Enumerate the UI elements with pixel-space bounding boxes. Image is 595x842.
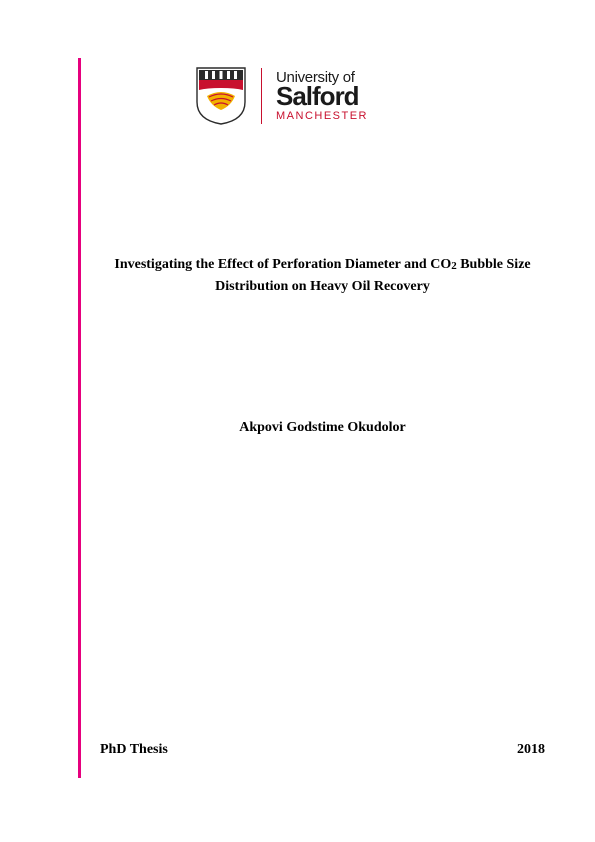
university-logo: University of Salford MANCHESTER <box>195 66 368 126</box>
title-line2: Distribution on Heavy Oil Recovery <box>100 276 545 298</box>
author-name: Akpovi Godstime Okudolor <box>239 420 405 435</box>
shield-icon <box>195 66 247 126</box>
footer: PhD Thesis 2018 <box>100 742 545 758</box>
logo-line3: MANCHESTER <box>276 111 368 122</box>
title-line1: Investigating the Effect of Perforation … <box>100 254 545 276</box>
thesis-type-label: PhD Thesis <box>100 742 168 758</box>
title-line1-post: Bubble Size <box>457 257 531 272</box>
thesis-title: Investigating the Effect of Perforation … <box>100 254 545 299</box>
accent-rule <box>78 58 81 778</box>
logo-divider <box>261 68 262 124</box>
author-block: Akpovi Godstime Okudolor <box>100 418 545 436</box>
logo-line2: Salford <box>276 83 368 109</box>
logo-text: University of Salford MANCHESTER <box>276 70 368 122</box>
thesis-year: 2018 <box>517 742 545 758</box>
title-line1-pre: Investigating the Effect of Perforation … <box>114 257 451 272</box>
